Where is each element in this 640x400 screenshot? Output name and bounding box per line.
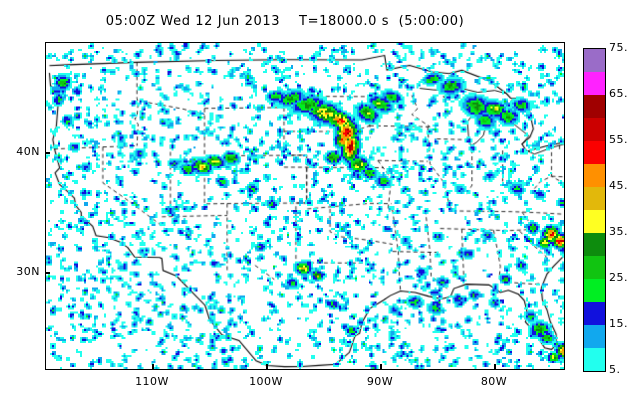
y-axis-tick-label: 30N bbox=[16, 265, 40, 278]
y-axis-tick-mark bbox=[45, 152, 50, 154]
colorbar-band bbox=[584, 210, 605, 233]
colorbar-band bbox=[584, 325, 605, 348]
colorbar-band bbox=[584, 348, 605, 371]
x-axis-tick-mark bbox=[266, 364, 268, 369]
radar-reflectivity-layer bbox=[46, 43, 564, 369]
x-axis-tick-mark bbox=[494, 364, 496, 369]
colorbar-band bbox=[584, 164, 605, 187]
colorbar-tick-label: 15. bbox=[609, 317, 628, 330]
colorbar-band bbox=[584, 233, 605, 256]
colorbar-band bbox=[584, 49, 605, 72]
colorbar-tick-label: 65. bbox=[609, 87, 628, 100]
colorbar-band bbox=[584, 279, 605, 302]
colorbar-band bbox=[584, 187, 605, 210]
colorbar-band bbox=[584, 141, 605, 164]
x-axis-tick-label: 110W bbox=[135, 375, 169, 388]
x-axis-tick-mark bbox=[152, 364, 154, 369]
x-axis-tick-label: 90W bbox=[366, 375, 394, 388]
y-axis-tick-mark bbox=[45, 272, 50, 274]
figure-title: 05:00Z Wed 12 Jun 2013 T=18000.0 s (5:00… bbox=[105, 14, 465, 29]
colorbar-tick-label: 55. bbox=[609, 133, 628, 146]
colorbar-band bbox=[584, 118, 605, 141]
x-axis-tick-label: 100W bbox=[249, 375, 283, 388]
reflectivity-colorbar bbox=[583, 48, 606, 372]
colorbar-tick-label: 35. bbox=[609, 225, 628, 238]
colorbar-tick-label: 75. bbox=[609, 41, 628, 54]
colorbar-band bbox=[584, 72, 605, 95]
colorbar-band bbox=[584, 256, 605, 279]
colorbar-band bbox=[584, 95, 605, 118]
map-plot-area bbox=[45, 42, 565, 370]
x-axis-tick-label: 80W bbox=[480, 375, 508, 388]
colorbar-tick-label: 25. bbox=[609, 271, 628, 284]
x-axis-tick-mark bbox=[380, 364, 382, 369]
y-axis-tick-label: 40N bbox=[16, 145, 40, 158]
colorbar-band bbox=[584, 302, 605, 325]
colorbar-tick-label: 45. bbox=[609, 179, 628, 192]
colorbar-tick-label: 5. bbox=[609, 363, 621, 376]
